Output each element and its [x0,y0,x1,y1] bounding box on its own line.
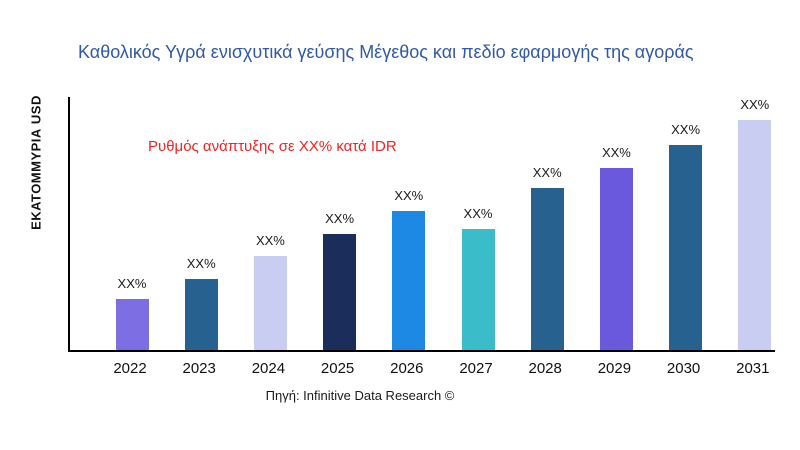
x-tick-2027: 2027 [459,360,493,377]
bar-value-label-2027: XX% [463,205,493,221]
bar-2022 [115,299,149,350]
bar-value-label-2026: XX% [394,187,424,203]
bar-value-label-2023: XX% [186,256,216,272]
source-text: Πηγή: Infinitive Data Research © [265,388,455,403]
bar-value-label-2028: XX% [532,165,562,181]
bar-2025 [323,233,357,350]
bar-value-label-2029: XX% [601,144,631,160]
x-tick-2026: 2026 [390,360,424,377]
bar-2024 [253,256,287,350]
x-tick-2022: 2022 [113,360,147,377]
plot-area: XX% XX% XX% XX% XX% XX% XX% XX% XX% XX% [68,97,775,352]
x-tick-2024: 2024 [251,360,286,377]
bar-value-label-2030: XX% [671,122,701,138]
chart-title: Καθολικός Υγρά ενισχυτικά γεύσης Μέγεθος… [78,42,694,62]
bar-value-label-2024: XX% [255,233,285,249]
bar-2030 [669,145,703,350]
bar-value-label-2031: XX% [740,96,770,112]
bar-2028 [530,188,564,350]
x-tick-2030: 2030 [666,360,701,377]
bar-value-label-2025: XX% [325,210,355,226]
x-tick-2028: 2028 [528,360,562,377]
growth-rate-annotation: Ρυθμός ανάπτυξης σε XX% κατά IDR [148,138,397,155]
x-tick-2023: 2023 [182,360,216,377]
x-tick-2031: 2031 [736,360,770,377]
bar-value-label-2022: XX% [117,276,147,292]
bar-2027 [461,228,495,350]
bar-2031 [738,119,772,350]
bar-2029 [599,167,633,350]
x-tick-2029: 2029 [597,360,632,377]
bar-2023 [184,279,218,350]
x-tick-2025: 2025 [320,360,355,377]
y-axis-label: ΕΚΑΤΟΜΜΥΡΙΑ USD [28,95,44,230]
x-axis-ticks: 2022 2023 2024 2025 2026 2027 2028 2029 2030 2031 [68,360,775,380]
bar-2026 [392,210,426,350]
